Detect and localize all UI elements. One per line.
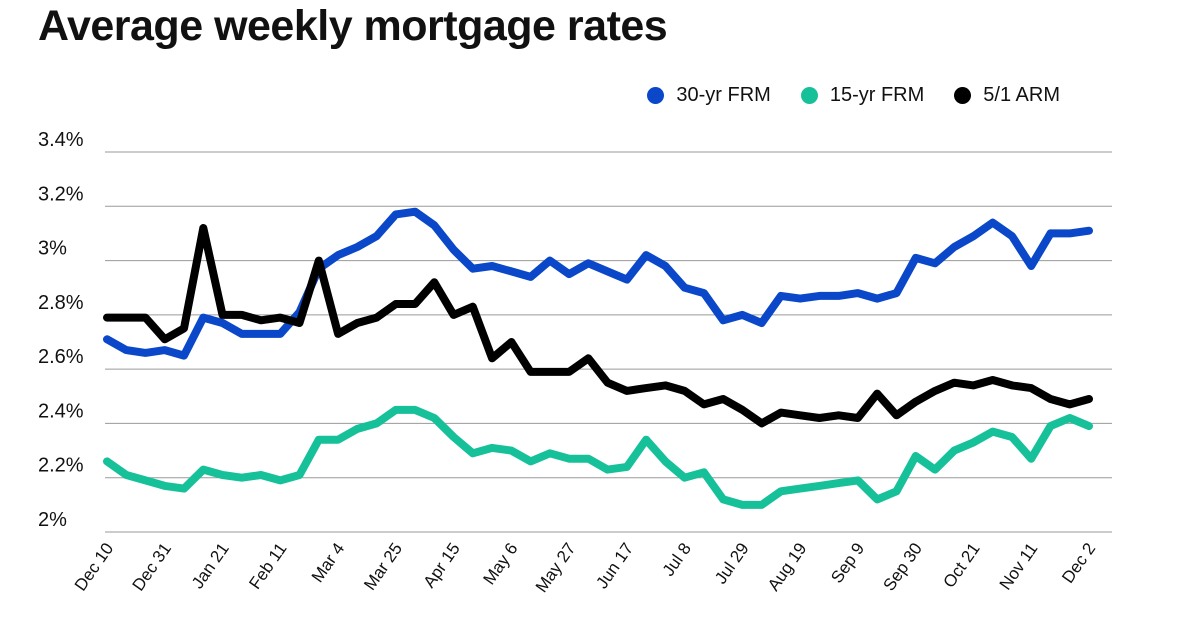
- legend-item-15yr: 15-yr FRM: [800, 84, 925, 107]
- x-tick-label: Dec 10: [71, 539, 117, 594]
- y-tick-label: 3.4%: [38, 129, 84, 151]
- legend-item-30yr: 30-yr FRM: [647, 84, 771, 107]
- y-tick-label: 3%: [38, 238, 67, 260]
- legend-label-arm: 5/1 ARM: [983, 84, 1060, 106]
- legend-label-30yr: 30-yr FRM: [676, 84, 771, 106]
- x-tick-label: Mar 25: [360, 539, 406, 593]
- x-tick-label: Feb 11: [245, 539, 290, 592]
- legend-dot-arm: [954, 87, 972, 104]
- x-tick-label: Sep 30: [880, 539, 926, 594]
- x-tick-label: Sep 9: [827, 539, 868, 586]
- y-tick-label: 3.2%: [38, 183, 84, 205]
- x-tick-label: May 27: [532, 539, 580, 596]
- legend-item-arm: 5/1 ARM: [954, 84, 1060, 107]
- y-tick-label: 2.4%: [38, 400, 84, 422]
- x-tick-label: Jul 29: [711, 539, 753, 587]
- x-tick-label: Nov 11: [996, 539, 1042, 593]
- x-tick-label: May 6: [480, 539, 522, 588]
- legend-label-15yr: 15-yr FRM: [829, 84, 925, 106]
- x-tick-label: Jun 17: [592, 539, 637, 592]
- y-tick-label: 2.8%: [38, 292, 84, 314]
- x-tick-label: Jul 8: [659, 539, 695, 579]
- x-tick-label: Dec 31: [129, 539, 175, 594]
- series-line-5-1-arm: [103, 224, 1093, 428]
- series-line-30yr-frm: [103, 207, 1093, 360]
- x-tick-label: Dec 2: [1058, 539, 1099, 586]
- x-tick-label: Aug 19: [764, 539, 810, 594]
- legend-dot-30yr: [647, 87, 665, 104]
- x-tick-label: Apr 15: [420, 539, 464, 591]
- chart-title: Average weekly mortgage rates: [38, 2, 668, 50]
- x-tick-label: Mar 4: [308, 539, 348, 586]
- y-tick-label: 2.6%: [38, 346, 84, 368]
- legend: 30-yr FRM 15-yr FRM 5/1 ARM: [647, 84, 1060, 107]
- legend-dot-15yr: [800, 87, 818, 104]
- x-tick-label: Jan 21: [188, 539, 233, 592]
- x-tick-label: Oct 21: [939, 539, 983, 591]
- y-tick-label: 2.2%: [38, 455, 84, 477]
- series-line-15yr-frm: [103, 405, 1093, 509]
- y-tick-label: 2%: [38, 509, 67, 531]
